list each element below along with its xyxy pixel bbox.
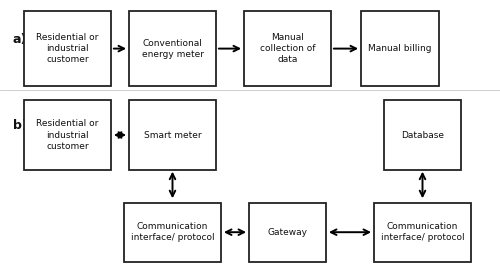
Text: a): a) (12, 33, 27, 46)
Text: Gateway: Gateway (268, 228, 308, 237)
FancyBboxPatch shape (384, 100, 461, 170)
Text: Communication
interface/ protocol: Communication interface/ protocol (130, 222, 214, 242)
FancyBboxPatch shape (128, 100, 216, 170)
FancyBboxPatch shape (361, 11, 439, 86)
FancyBboxPatch shape (24, 100, 111, 170)
Text: Residential or
industrial
customer: Residential or industrial customer (36, 33, 98, 64)
Text: Communication
interface/ protocol: Communication interface/ protocol (380, 222, 464, 242)
Text: Database: Database (401, 130, 444, 140)
Text: Residential or
industrial
customer: Residential or industrial customer (36, 119, 98, 151)
Text: b): b) (12, 119, 27, 132)
Text: Manual billing: Manual billing (368, 44, 432, 53)
FancyBboxPatch shape (248, 202, 326, 262)
Text: Smart meter: Smart meter (144, 130, 202, 140)
FancyBboxPatch shape (128, 11, 216, 86)
Text: Conventional
energy meter: Conventional energy meter (142, 39, 204, 59)
FancyBboxPatch shape (374, 202, 471, 262)
FancyBboxPatch shape (24, 11, 111, 86)
FancyBboxPatch shape (124, 202, 221, 262)
FancyBboxPatch shape (244, 11, 331, 86)
Text: Manual
collection of
data: Manual collection of data (260, 33, 316, 64)
